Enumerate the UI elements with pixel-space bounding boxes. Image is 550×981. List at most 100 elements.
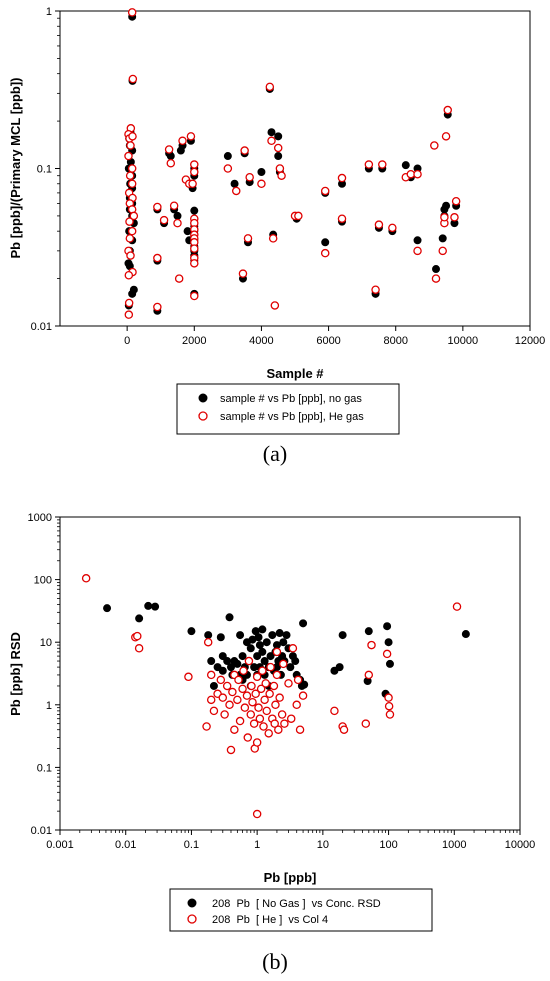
data-point-he-gas-a [186,132,196,141]
data-point-he-gas-b [272,670,282,680]
data-point-no-gas-b [253,652,262,661]
legend-label-no-gas-b: 208 Pb [ No Gas ] vs Conc. RSD [212,898,381,910]
data-point-he-gas-b [228,687,237,697]
data-point-he-gas-a [124,298,134,308]
data-point-no-gas-b [209,681,218,690]
data-point-no-gas-b [204,631,213,640]
data-point-he-gas-a [371,285,380,294]
data-point-he-gas-a [243,234,253,243]
legend-label-he-gas-b: 208 Pb [ He ] vs Col 4 [212,914,328,926]
x-tick-label: 0.001 [46,839,74,851]
data-point-he-gas-b [288,644,298,653]
data-point-he-gas-a [125,171,135,180]
data-point-he-gas-a [124,271,134,280]
data-point-he-gas-b [216,675,226,685]
data-point-he-gas-a [294,211,303,221]
data-point-he-gas-a [431,274,441,283]
data-point-he-gas-b [222,681,232,691]
legend-b: 208 Pb [ No Gas ] vs Conc. RSD 208 Pb [ … [169,888,433,932]
data-point-he-gas-b [262,706,271,716]
y-axis-ticks-a: 0.01 0.1 1 [31,6,60,333]
data-point-he-gas-a [337,214,347,223]
data-point-he-gas-a [164,145,174,154]
x-axis-title-a: Sample # [266,366,324,381]
data-point-he-gas-b [234,675,243,685]
data-point-he-gas-b [255,714,265,723]
data-point-he-gas-a [129,211,139,221]
data-point-he-gas-b [280,719,289,728]
data-point-he-gas-a [166,158,176,168]
data-point-he-gas-a [273,143,283,153]
x-tick-label: 0.1 [184,839,199,851]
data-point-he-gas-a [238,269,248,278]
data-point-he-gas-b [382,649,392,659]
data-point-no-gas-a [401,161,410,170]
data-point-he-gas-a [268,234,278,243]
y-tick-label: 0.01 [31,321,52,333]
data-point-he-gas-b [260,695,269,705]
data-point-no-gas-a [274,132,283,141]
data-point-no-gas-a [431,265,440,274]
data-point-he-gas-a [127,164,137,173]
data-point-he-gas-b [246,710,256,719]
data-point-he-gas-a [257,179,266,189]
data-point-no-gas-a [173,211,182,220]
data-point-he-gas-b [259,722,268,731]
data-point-he-gas-b [209,706,219,716]
data-point-no-gas-b [255,641,264,650]
data-point-he-gas-a [413,169,422,179]
data-point-he-gas-a [450,213,459,222]
data-point-he-gas-a [443,105,452,115]
data-point-no-gas-a [442,201,451,210]
data-point-he-gas-b [249,719,259,728]
data-point-he-gas-b [286,714,296,723]
data-point-he-gas-a [124,151,133,161]
data-point-he-gas-b [202,722,211,731]
data-point-he-gas-b [384,693,393,702]
data-point-he-gas-a [441,132,451,141]
data-point-he-gas-b [361,719,371,728]
legend-label-he-gas-a: sample # vs Pb [ppb], He gas [220,411,364,423]
data-point-he-gas-a [190,160,199,169]
data-point-he-gas-a [124,310,134,319]
data-point-he-gas-b [184,672,193,682]
data-point-he-gas-b [252,672,262,682]
x-tick-label: 6000 [316,335,340,347]
data-point-no-gas-b [335,663,344,672]
data-point-he-gas-a [188,179,197,189]
data-point-he-gas-a [128,74,138,84]
data-point-no-gas-a [321,238,330,247]
data-point-he-gas-a [153,202,162,212]
data-point-he-gas-a [126,141,135,150]
data-point-he-gas-a [127,179,137,189]
data-point-no-gas-b [216,633,225,642]
data-point-he-gas-b [220,710,229,719]
x-tick-label: 10000 [505,839,536,851]
data-point-no-gas-b [268,631,277,640]
data-point-he-gas-a [240,146,249,155]
data-point-he-gas-a [223,164,233,173]
data-point-he-gas-a [430,141,439,150]
data-point-he-gas-b [206,670,216,680]
x-axis-ticks-b: 0.001 0.01 0.1 1 10 100 1000 10000 [46,830,535,851]
data-point-he-gas-b [133,631,142,641]
data-point-he-gas-b [261,679,270,688]
data-point-he-gas-b [254,703,263,712]
data-point-he-gas-a [159,215,169,225]
data-point-no-gas-b [246,644,255,653]
data-point-he-gas-a [125,217,134,226]
legend-box-b [169,888,433,932]
x-tick-label: 1 [254,839,260,851]
data-point-he-gas-a [337,173,347,183]
data-point-no-gas-b [461,630,470,639]
data-point-no-gas-b [207,657,216,666]
data-point-he-gas-a [169,201,179,211]
data-point-he-gas-b [271,700,280,710]
data-point-he-gas-a [265,82,275,92]
data-point-he-gas-a [277,171,286,180]
data-point-he-gas-a [413,246,422,256]
data-point-he-gas-a [275,164,285,173]
y-axis-ticks-b: 0.01 0.1 1 10 100 1000 [28,512,60,837]
legend-box-a [176,383,400,435]
